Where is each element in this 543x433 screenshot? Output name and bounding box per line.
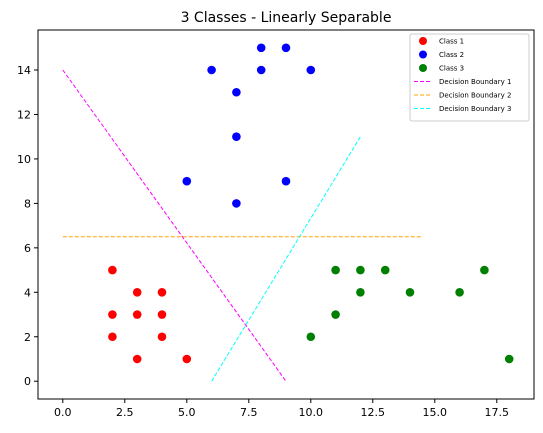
x-tick-label-2: 2.5: [116, 406, 134, 419]
data-point-series3-9: [480, 265, 489, 275]
data-point-series1-8: [157, 310, 167, 319]
y-tick-label-3: 4: [24, 286, 31, 299]
data-point-series3-7: [405, 288, 415, 297]
data-point-series2-6: [256, 43, 266, 53]
data-point-series1-4: [132, 288, 142, 297]
y-tick-label-1: 0: [24, 375, 31, 388]
y-tick-label-2: 2: [24, 331, 31, 344]
x-tick-label-3: 5.0: [178, 406, 196, 419]
legend-label-6: Decision Boundary 3: [439, 105, 511, 113]
data-point-series1-10: [182, 354, 192, 364]
series-line-4: [62, 69, 287, 382]
data-point-series2-4: [232, 132, 241, 141]
data-point-series2-3: [232, 87, 241, 97]
legend-marker-2: [419, 50, 427, 59]
legend-marker-1: [419, 37, 427, 45]
legend-label-4: Decision Boundary 1: [439, 78, 511, 86]
legend-label-5: Decision Boundary 2: [439, 92, 511, 100]
plot-area: [62, 43, 514, 382]
data-point-series1-9: [157, 332, 167, 342]
data-point-series3-10: [504, 354, 514, 364]
axes: 0.0 2.5 5.0 7.5 10.0 12.5 15.0 17.5 0 2 4 6 8 10 12 14: [17, 64, 509, 419]
legend-label-1: Class 1: [439, 38, 464, 46]
plot-frame: [37, 29, 535, 400]
data-point-series2-9: [281, 176, 291, 186]
x-tick-label-5: 10.0: [299, 406, 324, 419]
legend-box: [409, 33, 530, 122]
series-line-6: [211, 136, 361, 382]
data-point-series2-10: [306, 65, 316, 75]
data-point-series3-1: [306, 332, 316, 342]
legend-label-3: Class 3: [439, 65, 464, 73]
data-point-series3-8: [455, 288, 464, 297]
data-point-series3-3: [331, 310, 340, 319]
data-point-series2-7: [256, 65, 266, 75]
x-tick-label-7: 15.0: [423, 406, 448, 419]
legend-marker-3: [419, 64, 427, 72]
data-point-series2-5: [232, 199, 241, 208]
y-tick-label-6: 10: [17, 153, 31, 166]
data-point-series1-1: [108, 265, 117, 275]
y-tick-label-4: 6: [24, 242, 31, 255]
x-tick-label-1: 0.0: [54, 406, 72, 419]
legend-label-2: Class 2: [439, 51, 464, 59]
data-point-series1-3: [108, 332, 117, 342]
data-point-series1-6: [132, 354, 142, 364]
data-point-series3-6: [380, 265, 390, 275]
data-point-series2-8: [281, 43, 291, 53]
y-tick-label-8: 14: [17, 64, 31, 77]
x-tick-label-8: 17.5: [485, 406, 510, 419]
y-tick-label-7: 12: [17, 108, 31, 121]
x-tick-label-6: 12.5: [361, 406, 386, 419]
data-point-series1-7: [157, 288, 167, 297]
data-point-series2-1: [182, 176, 192, 186]
data-point-series3-2: [331, 265, 340, 275]
chart-title: 3 Classes - Linearly Separable: [181, 10, 392, 26]
y-tick-label-5: 8: [24, 197, 31, 210]
legend: Class 1 Class 2 Class 3 Decision Boundary 1…: [409, 33, 530, 122]
data-point-series1-5: [132, 310, 142, 319]
data-point-series3-5: [356, 288, 365, 297]
data-point-series1-2: [108, 310, 117, 319]
data-point-series2-2: [207, 65, 216, 75]
x-tick-label-4: 7.5: [240, 406, 258, 419]
data-point-series3-4: [356, 265, 365, 275]
